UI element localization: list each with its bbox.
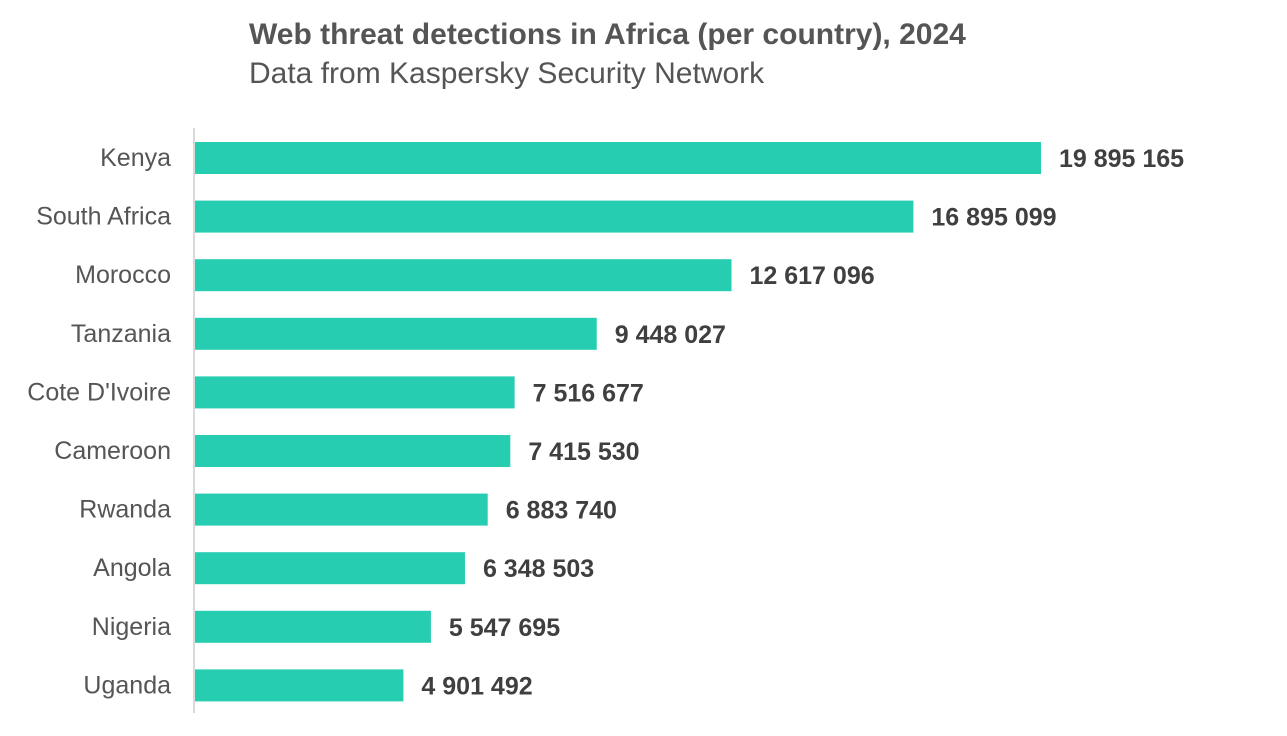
value-label: 6 883 740 xyxy=(506,497,617,525)
bar-kenya xyxy=(195,142,1041,174)
bars-group xyxy=(195,142,1041,702)
bar-angola xyxy=(195,552,465,585)
value-label: 12 617 096 xyxy=(750,262,875,290)
category-label: Uganda xyxy=(83,671,171,699)
bar-rwanda xyxy=(195,493,488,526)
category-label: Kenya xyxy=(100,144,171,172)
value-label: 16 895 099 xyxy=(931,204,1056,232)
bar-south-africa xyxy=(195,200,914,233)
category-label: Cote D'Ivoire xyxy=(27,378,171,406)
value-label: 7 415 530 xyxy=(528,438,639,466)
bar-morocco xyxy=(195,259,732,292)
labels-group: Kenya 19 895 165 South Africa 16 895 099 Mor… xyxy=(27,144,1184,700)
bar-cote-d-ivoire xyxy=(195,376,515,409)
category-label: Angola xyxy=(93,554,171,582)
bar-tanzania xyxy=(195,317,597,350)
category-label: Tanzania xyxy=(71,320,171,348)
category-label: Rwanda xyxy=(79,496,171,524)
value-label: 19 895 165 xyxy=(1059,145,1184,173)
value-label: 5 547 695 xyxy=(449,614,560,642)
bar-cameroon xyxy=(195,435,511,467)
bar-nigeria xyxy=(195,610,431,643)
value-label: 4 901 492 xyxy=(421,672,532,700)
value-label: 7 516 677 xyxy=(533,379,644,407)
category-label: Nigeria xyxy=(92,613,171,641)
category-label: South Africa xyxy=(36,203,171,231)
chart-subtitle: Data from Kaspersky Security Network xyxy=(249,57,765,90)
chart-title: Web threat detections in Africa (per cou… xyxy=(249,18,966,51)
category-label: Morocco xyxy=(75,261,171,289)
category-label: Cameroon xyxy=(54,437,171,465)
bar-uganda xyxy=(195,669,404,702)
value-label: 6 348 503 xyxy=(483,555,594,583)
value-label: 9 448 027 xyxy=(615,321,726,349)
